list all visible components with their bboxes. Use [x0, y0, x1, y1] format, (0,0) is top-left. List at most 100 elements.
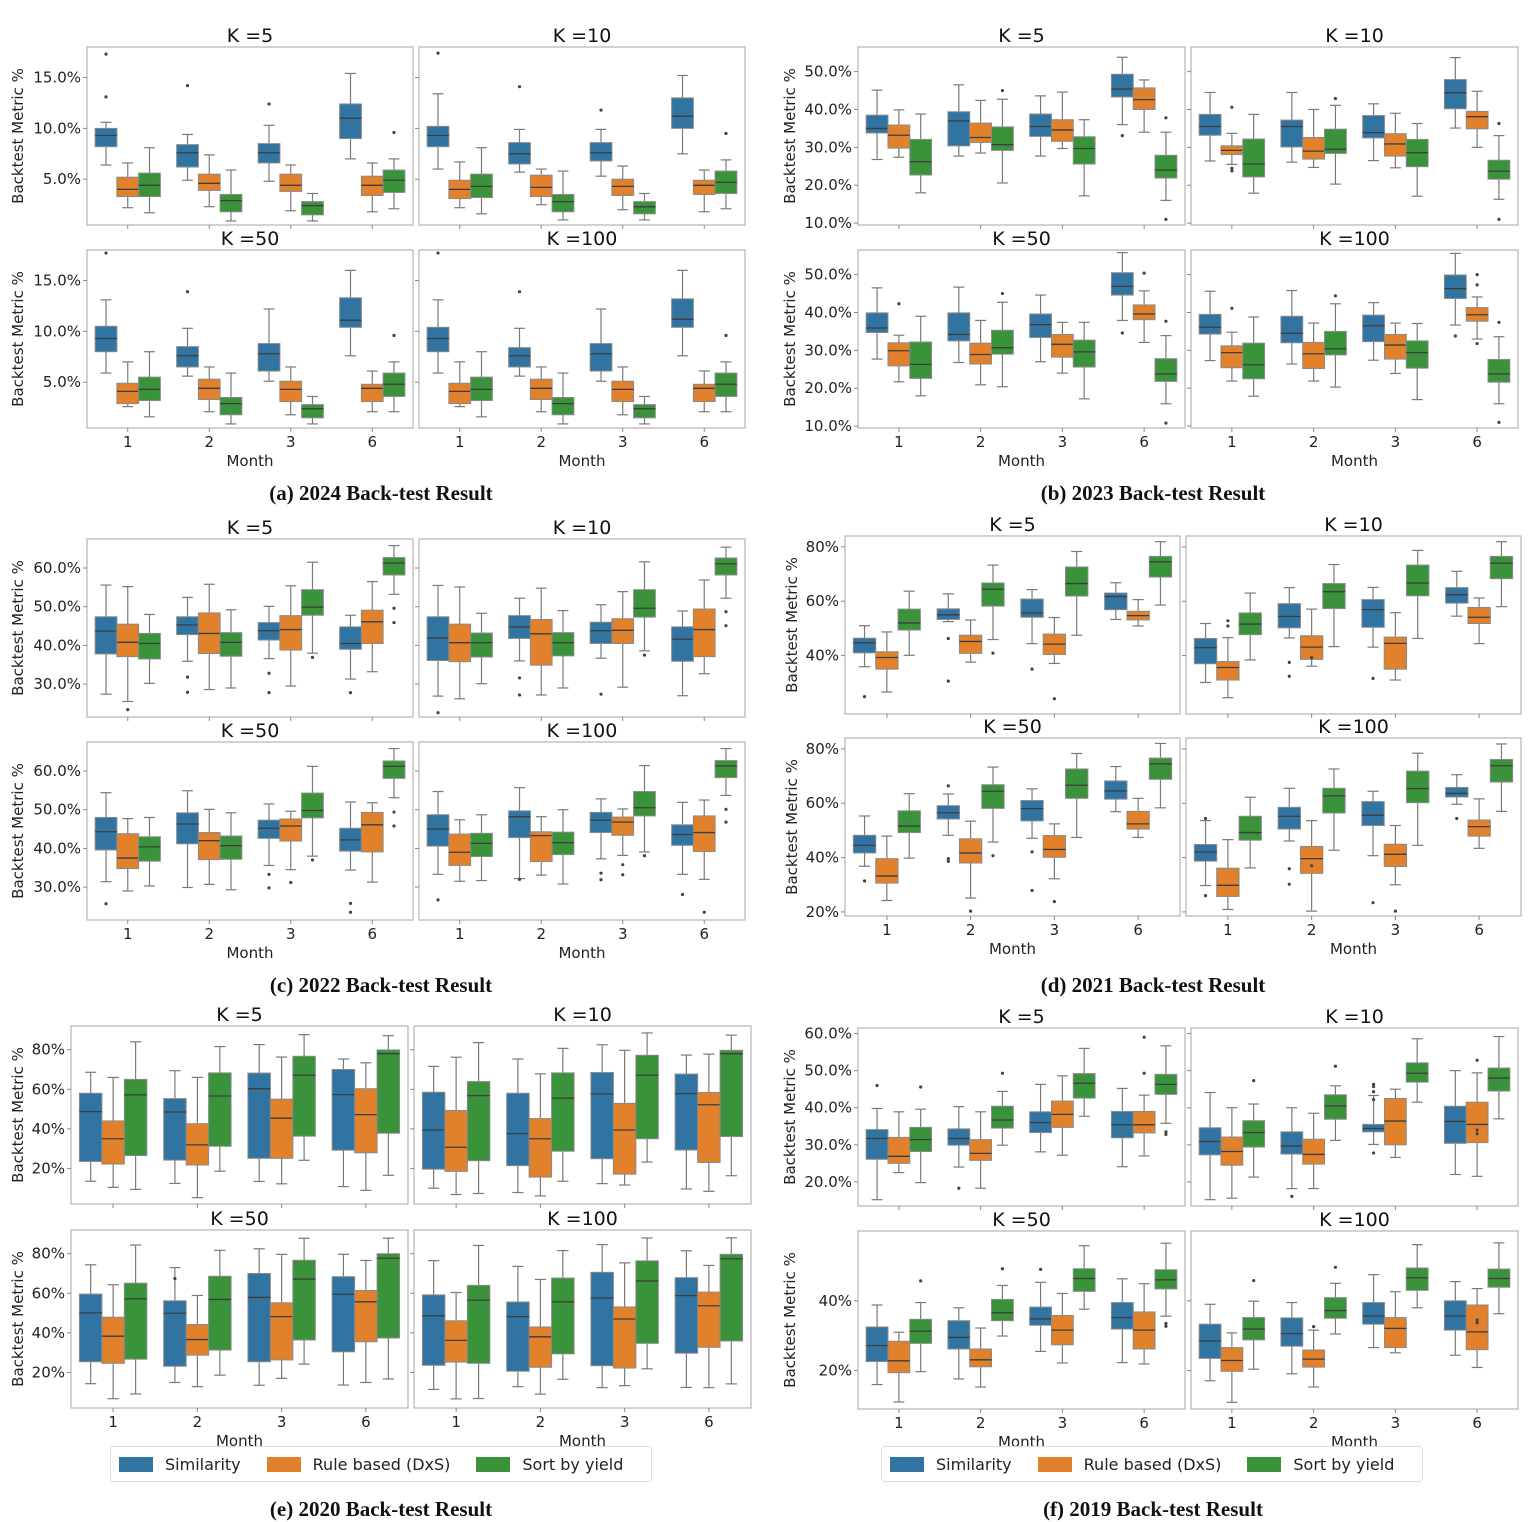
iqr-box	[1126, 810, 1150, 830]
box-sort-by-yield-month-3	[635, 1032, 659, 1163]
iqr-box	[247, 1072, 271, 1159]
box-sort-by-yield-month-2	[219, 169, 243, 222]
box-rule-based-dxs--month-6	[692, 370, 716, 413]
iqr-box	[692, 179, 716, 195]
iqr-box	[887, 1340, 911, 1374]
x-tick-label: 1	[894, 1414, 904, 1432]
iqr-box	[528, 1326, 553, 1368]
iqr-box	[1029, 313, 1052, 338]
box-similarity-month-3	[1362, 1274, 1385, 1349]
iqr-box	[1467, 819, 1491, 837]
iqr-box	[339, 626, 362, 650]
box-sort-by-yield-month-6	[1487, 320, 1511, 424]
subplot-k5: K =5 10.0% 20.0% 30.0% 40.0% 50.0% Backtest Me…	[781, 25, 1186, 232]
outlier-point	[1475, 273, 1479, 277]
outlier-point	[1371, 1090, 1376, 1094]
box-sort-by-yield-month-2	[1324, 1265, 1347, 1335]
x-tick-label: 1	[123, 925, 133, 943]
iqr-box	[466, 1081, 491, 1162]
box-sort-by-yield-month-2	[219, 812, 243, 891]
subplot-title: K =100	[1319, 1209, 1390, 1231]
iqr-box	[589, 343, 613, 372]
x-axis-label: Month	[559, 1432, 606, 1450]
iqr-box	[1302, 1138, 1326, 1165]
x-tick-label: 2	[536, 925, 546, 943]
plot-frame	[1190, 249, 1519, 429]
caption-c: (c) 2022 Back-test Result	[269, 973, 493, 997]
iqr-box	[865, 312, 889, 334]
outlier-point	[1333, 1064, 1338, 1068]
box-similarity-month-3	[1362, 302, 1385, 361]
outlier-point	[642, 653, 647, 657]
iqr-box	[301, 792, 324, 819]
outlier-point	[702, 910, 706, 914]
box-sort-by-yield-month-1	[897, 590, 921, 656]
box-sort-by-yield-month-6	[1487, 121, 1511, 221]
iqr-box	[101, 1120, 125, 1165]
iqr-box	[279, 615, 303, 651]
y-tick-label: 60%	[806, 592, 839, 610]
outlier-point	[1475, 1318, 1479, 1322]
outlier-point	[1230, 169, 1234, 173]
box-sort-by-yield-month-3	[1072, 119, 1096, 197]
box-sort-by-yield-month-3	[1072, 1047, 1096, 1117]
legend-item-sort-by-yield: Sort by yield	[476, 1455, 623, 1474]
outlier-point	[599, 878, 603, 882]
legend-item-sort-by-yield: Sort by yield	[1247, 1455, 1394, 1474]
outlier-point	[1038, 1267, 1043, 1271]
iqr-box	[947, 1320, 971, 1350]
iqr-box	[382, 557, 406, 576]
outlier-point	[599, 871, 603, 875]
iqr-box	[279, 173, 303, 192]
box-similarity-month-2	[508, 85, 531, 173]
iqr-box	[376, 1253, 401, 1339]
outlier-point	[1252, 1079, 1256, 1083]
outlier-point	[310, 858, 315, 862]
iqr-box	[1361, 801, 1385, 827]
y-tick-label: 40%	[806, 647, 839, 665]
box-similarity-month-1	[1198, 290, 1222, 362]
iqr-box	[692, 815, 716, 853]
box-sort-by-yield-month-3	[1072, 321, 1096, 400]
box-sort-by-yield-month-3	[301, 561, 324, 660]
y-tick-label: 20.0%	[804, 1173, 852, 1191]
outlier-point	[621, 873, 625, 877]
box-similarity-month-1	[865, 1083, 889, 1201]
box-sort-by-yield-month-1	[1242, 316, 1266, 397]
iqr-box	[1110, 1302, 1134, 1330]
box-rule-based-dxs--month-6	[692, 579, 716, 675]
x-tick-label: 6	[1133, 921, 1143, 939]
box-similarity-month-6	[339, 614, 362, 695]
iqr-box	[1280, 315, 1304, 344]
box-sort-by-yield-month-6	[376, 1237, 401, 1380]
iqr-box	[1072, 339, 1096, 368]
box-sort-by-yield-month-6	[714, 747, 738, 824]
iqr-box	[1242, 1120, 1266, 1148]
iqr-box	[1487, 358, 1511, 383]
box-rule-based-dxs--month-3	[1383, 1291, 1407, 1354]
box-similarity-month-6	[331, 1253, 356, 1386]
box-similarity-month-3	[589, 604, 613, 696]
box-similarity-month-6	[1443, 1070, 1467, 1176]
box-rule-based-dxs--month-3	[1383, 112, 1407, 169]
caption-d: (d) 2021 Back-test Result	[1040, 973, 1266, 997]
box-rule-based-dxs--month-6	[1126, 797, 1150, 839]
subplot-title: K =10	[1324, 514, 1383, 536]
box-sort-by-yield-month-1	[470, 612, 493, 685]
y-tick-label: 50.0%	[804, 1062, 852, 1080]
x-tick-label: 2	[536, 1413, 546, 1431]
outlier-point	[680, 892, 685, 897]
iqr-box	[887, 124, 911, 149]
box-rule-based-dxs--month-6	[1465, 273, 1489, 346]
iqr-box	[551, 396, 575, 416]
legend-swatch	[476, 1456, 511, 1472]
iqr-box	[1362, 1302, 1385, 1325]
box-sort-by-yield-month-2	[1324, 294, 1347, 388]
box-sort-by-yield-month-1	[138, 351, 161, 418]
iqr-box	[589, 811, 613, 834]
subplot-title: K =5	[998, 1006, 1045, 1028]
box-similarity-month-3	[257, 605, 281, 695]
box-rule-based-dxs--month-6	[1465, 90, 1489, 148]
y-tick-label: 40.0%	[33, 636, 81, 654]
x-axis-label: Month	[226, 944, 273, 962]
